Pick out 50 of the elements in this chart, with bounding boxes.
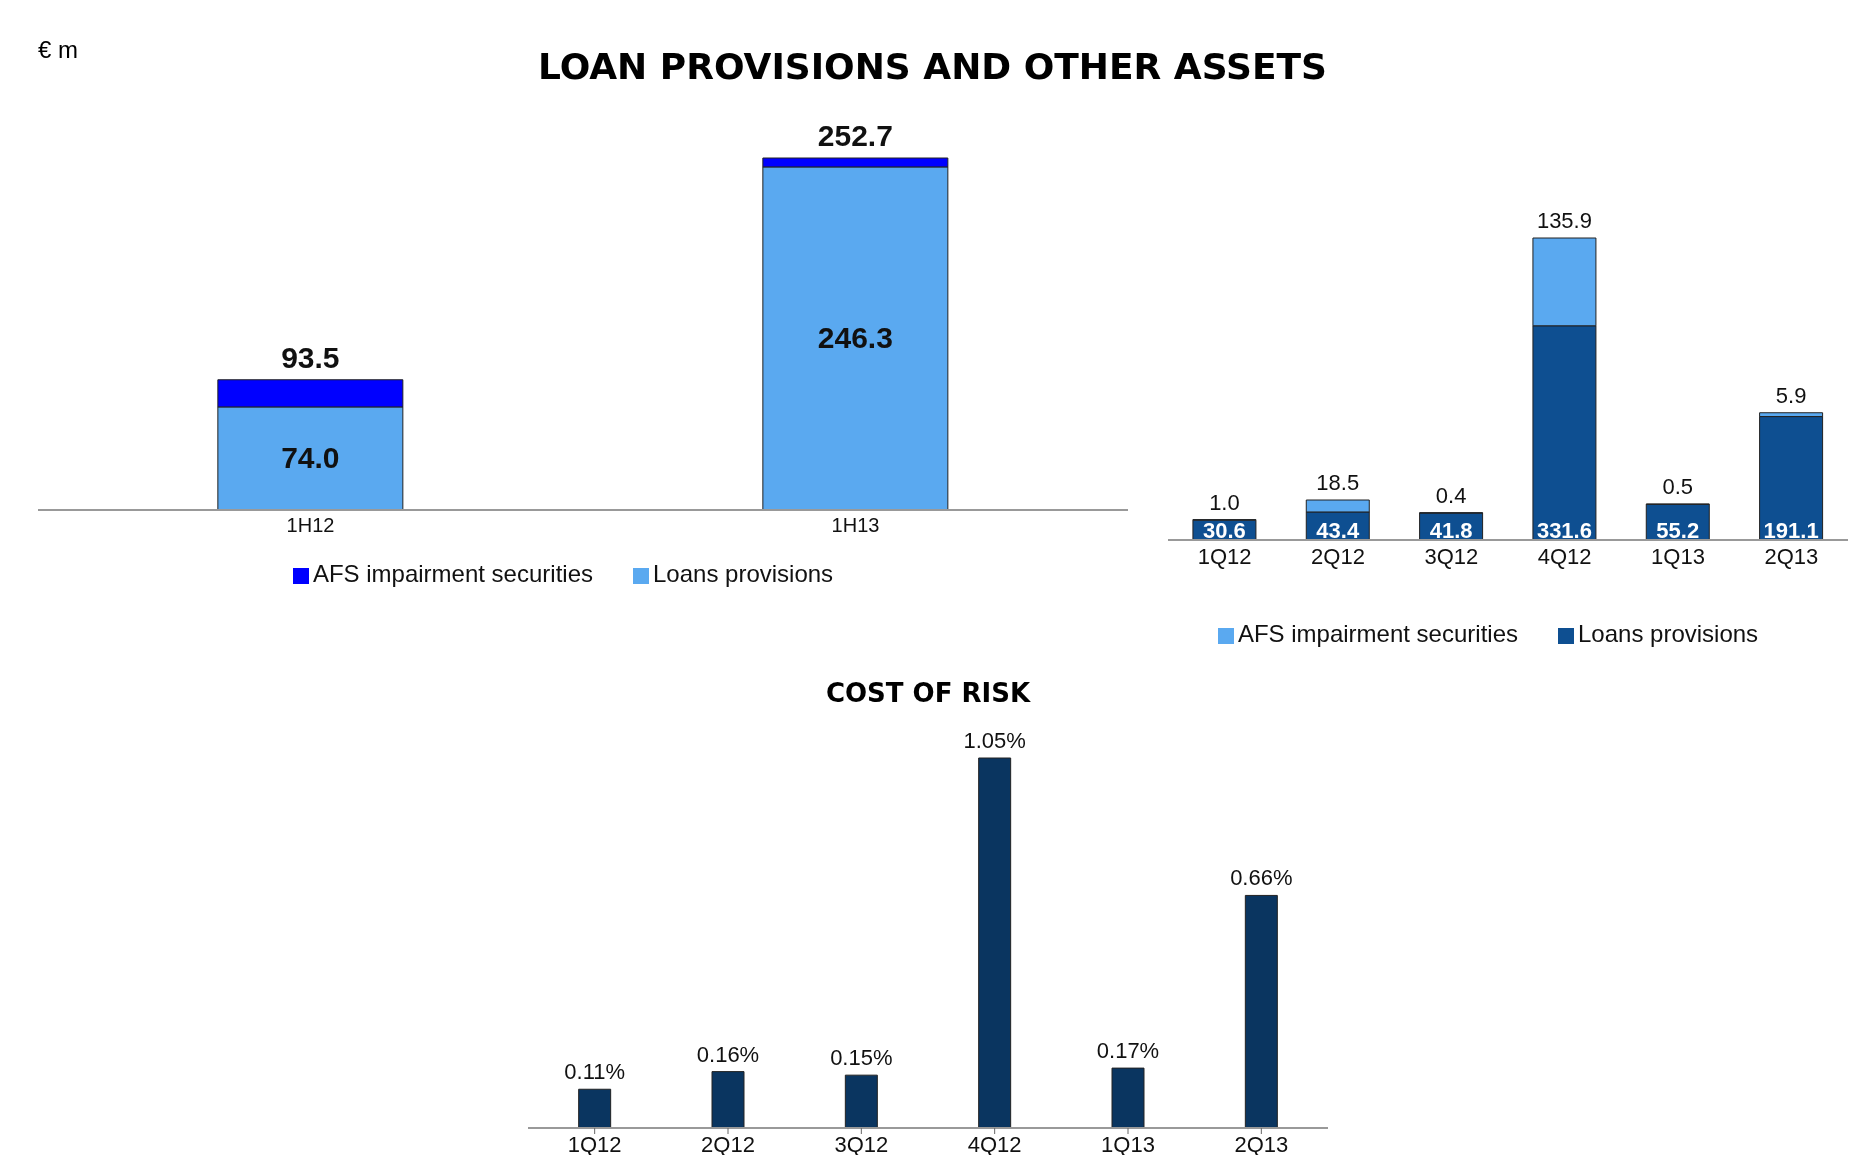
bar [578, 1088, 612, 1129]
x-tick-label: 2Q12 [701, 1131, 755, 1155]
data-label: 0.5 [1662, 474, 1694, 500]
bar [978, 757, 1012, 1129]
data-label: 135.9 [1536, 208, 1592, 233]
x-tick-label: 2Q13 [1234, 1131, 1289, 1155]
data-label: 191.1 [1763, 518, 1819, 543]
data-label: 1.05% [963, 728, 1026, 753]
data-label: 74.0 [281, 441, 340, 475]
data-label: 0.4 [1435, 482, 1467, 508]
x-tick-label: 2Q12 [1311, 543, 1365, 569]
x-tick-label: 4Q12 [967, 1131, 1022, 1155]
legend-label: Loans provisions [652, 560, 834, 587]
data-label: 30.6 [1203, 518, 1246, 543]
chart-title: COST OF RISK [824, 678, 1032, 708]
data-label: 0.17% [1096, 1038, 1160, 1064]
data-label: 1.0 [1209, 489, 1240, 515]
data-label: 41.8 [1429, 518, 1473, 543]
data-label: 0.66% [1230, 865, 1293, 891]
data-label: 0.11% [564, 1059, 626, 1085]
data-label: 0.15% [830, 1045, 893, 1071]
data-label: 43.4 [1316, 518, 1360, 543]
x-tick-label: 3Q12 [1424, 543, 1479, 569]
data-label: 5.9 [1775, 382, 1807, 408]
data-label: 246.3 [817, 321, 893, 355]
x-tick-label: 1H12 [286, 514, 335, 537]
data-label: 18.5 [1316, 470, 1360, 496]
legend-label: AFS impairment securities [312, 560, 593, 587]
chart-title: LOAN PROVISIONS AND OTHER ASSETS [537, 46, 1328, 87]
bar [1244, 894, 1278, 1129]
bar [711, 1071, 745, 1129]
x-tick-label: 1H13 [831, 514, 880, 537]
total-label: 252.7 [817, 119, 893, 152]
x-tick-label: 1Q13 [1651, 543, 1705, 569]
total-label: 93.5 [281, 340, 340, 374]
x-tick-label: 1Q12 [567, 1131, 622, 1155]
bar [1111, 1067, 1145, 1129]
x-tick-label: 2Q13 [1764, 543, 1819, 569]
bar [1759, 416, 1824, 541]
data-label: 55.2 [1656, 518, 1700, 543]
x-tick-label: 4Q12 [1537, 543, 1592, 569]
x-tick-label: 3Q12 [834, 1131, 889, 1155]
legend-label: Loans provisions [1577, 620, 1759, 647]
x-tick-label: 1Q12 [1197, 543, 1252, 569]
legend-label: AFS impairment securities [1237, 620, 1518, 647]
data-label: 331.6 [1536, 518, 1592, 543]
data-label: 0.16% [696, 1041, 760, 1067]
x-tick-label: 1Q13 [1101, 1131, 1155, 1155]
text: € m [38, 36, 79, 64]
bar [844, 1074, 878, 1129]
